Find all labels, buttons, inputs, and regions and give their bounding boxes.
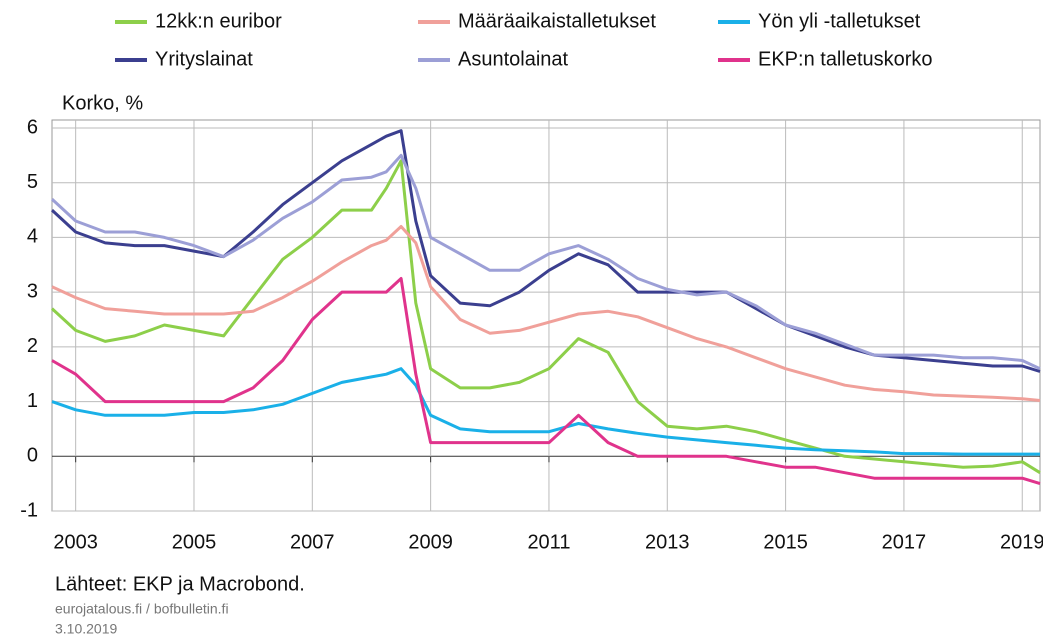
y-tick-label: 2	[27, 335, 38, 357]
legend-label: EKP:n talletuskorko	[758, 48, 933, 70]
x-tick-label: 2015	[763, 531, 808, 553]
series-line	[51, 367, 1040, 456]
x-tick-label: 2011	[527, 531, 570, 553]
series-line	[51, 277, 1041, 486]
x-tick-label: 2007	[290, 531, 335, 553]
legend-label: Määräaikaistalletukset	[458, 10, 656, 32]
y-tick-label: 1	[27, 390, 38, 412]
legend-label: Yrityslainat	[155, 48, 253, 70]
x-tick-label: 2019	[1000, 531, 1043, 553]
x-tick-label: 2017	[882, 531, 927, 553]
footer: eurojatalous.fi / bofbulletin.fi	[55, 601, 229, 617]
legend-label: Yön yli -talletukset	[758, 10, 921, 32]
y-axis-label: Korko, %	[62, 92, 143, 114]
series-line	[51, 225, 1041, 402]
date: 3.10.2019	[55, 621, 117, 637]
y-tick-label: 5	[27, 171, 38, 193]
legend-label: Asuntolainat	[458, 48, 569, 70]
y-tick-label: -1	[20, 499, 38, 521]
x-tick-label: 2013	[645, 531, 690, 553]
series-line	[50, 129, 1041, 373]
x-tick-label: 2009	[408, 531, 453, 553]
y-tick-label: 0	[27, 445, 38, 467]
series-line	[50, 153, 1041, 371]
y-tick-label: 3	[27, 280, 38, 302]
y-tick-label: 4	[27, 226, 38, 248]
x-tick-label: 2005	[172, 531, 217, 553]
y-tick-label: 6	[27, 116, 38, 138]
x-tick-label: 2003	[53, 531, 98, 553]
series-line	[50, 159, 1041, 474]
source: Lähteet: EKP ja Macrobond.	[55, 573, 305, 595]
legend-label: 12kk:n euribor	[155, 10, 282, 32]
